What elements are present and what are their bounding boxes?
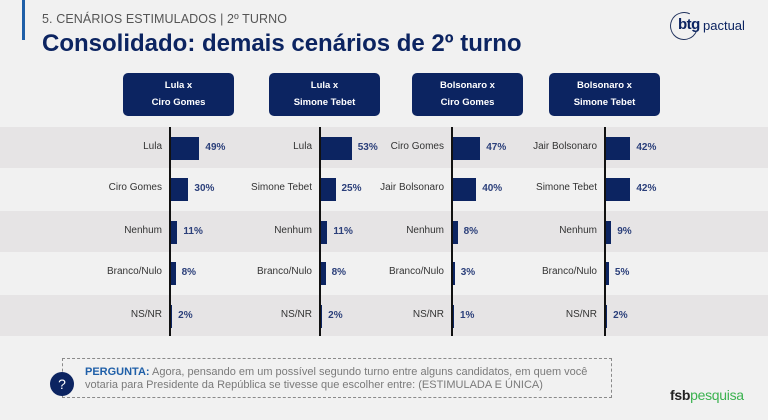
value-label: 2% bbox=[328, 309, 343, 321]
bar bbox=[321, 177, 336, 201]
value-label: 11% bbox=[333, 225, 353, 237]
category-label: Jair Bolsonaro bbox=[380, 181, 444, 193]
category-label: Branco/Nulo bbox=[388, 265, 444, 277]
scenario-header-line2: Simone Tebet bbox=[573, 97, 636, 108]
bar bbox=[321, 261, 326, 285]
row-band bbox=[0, 127, 768, 168]
category-label: Branco/Nulo bbox=[106, 265, 162, 277]
scenario-header-4: Bolsonaro x Simone Tebet bbox=[549, 73, 660, 116]
value-label: 47% bbox=[486, 141, 507, 153]
fsb-logo-light: pesquisa bbox=[690, 387, 744, 403]
bar bbox=[171, 220, 178, 244]
row-band bbox=[0, 168, 768, 209]
chart-axis-line bbox=[169, 127, 171, 336]
bar bbox=[606, 261, 609, 285]
bar bbox=[606, 220, 612, 244]
bar bbox=[606, 177, 631, 201]
category-label: Nenhum bbox=[274, 224, 312, 236]
scenario-header-line2: Ciro Gomes bbox=[151, 97, 206, 108]
value-label: 1% bbox=[460, 309, 475, 321]
bar bbox=[171, 304, 173, 328]
pactual-logo-text: pactual bbox=[703, 18, 745, 33]
category-label: Lula bbox=[143, 140, 162, 152]
value-label: 2% bbox=[178, 309, 193, 321]
bar bbox=[453, 304, 454, 328]
value-label: 30% bbox=[194, 182, 215, 194]
scenario-header-line2: Simone Tebet bbox=[293, 97, 356, 108]
value-label: 53% bbox=[357, 141, 378, 153]
accent-bar bbox=[22, 0, 25, 40]
value-label: 42% bbox=[636, 182, 657, 194]
bar bbox=[453, 136, 481, 160]
row-band bbox=[0, 295, 768, 336]
question-label: PERGUNTA: bbox=[85, 366, 150, 378]
category-label: Nenhum bbox=[559, 224, 597, 236]
category-label: Nenhum bbox=[406, 224, 444, 236]
category-label: Simone Tebet bbox=[251, 181, 312, 193]
bar bbox=[171, 261, 176, 285]
value-label: 9% bbox=[617, 225, 632, 237]
category-label: NS/NR bbox=[412, 308, 444, 320]
bar bbox=[606, 136, 631, 160]
scenario-header-1: Lula x Ciro Gomes bbox=[123, 73, 234, 116]
chart-axis-line bbox=[451, 127, 453, 336]
bar bbox=[171, 136, 200, 160]
category-label: Lula bbox=[293, 140, 312, 152]
bar bbox=[321, 220, 328, 244]
category-label: Jair Bolsonaro bbox=[533, 140, 597, 152]
value-label: 3% bbox=[460, 266, 476, 278]
category-label: Branco/Nulo bbox=[256, 265, 312, 277]
bar bbox=[321, 304, 323, 328]
category-label: Nenhum bbox=[124, 224, 162, 236]
category-label: Branco/Nulo bbox=[541, 265, 597, 277]
scenario-header-line1: Lula x bbox=[310, 80, 339, 91]
scenario-header-line2: Ciro Gomes bbox=[440, 97, 495, 108]
scenario-header-line1: Lula x bbox=[164, 80, 193, 91]
value-label: 8% bbox=[181, 266, 197, 278]
btg-logo-text: btg bbox=[678, 16, 700, 33]
category-label: NS/NR bbox=[130, 308, 162, 320]
value-label: 5% bbox=[614, 266, 630, 278]
value-label: 40% bbox=[482, 182, 503, 194]
value-label: 49% bbox=[205, 141, 226, 153]
scenario-header-line1: Bolsonaro x bbox=[440, 80, 495, 91]
question-mark-icon: ? bbox=[50, 372, 74, 396]
question-body: Agora, pensando em um possível segundo t… bbox=[85, 366, 588, 391]
bar bbox=[453, 220, 458, 244]
fsb-logo-bold: fsb bbox=[670, 387, 691, 403]
page-title: Consolidado: demais cenários de 2º turno bbox=[42, 30, 522, 57]
value-label: 25% bbox=[341, 182, 362, 194]
value-label: 11% bbox=[183, 225, 203, 237]
fsb-pesquisa-logo: fsbpesquisa bbox=[670, 387, 744, 403]
value-label: 42% bbox=[636, 141, 657, 153]
row-band bbox=[0, 211, 768, 252]
scenario-header-3: Bolsonaro x Ciro Gomes bbox=[412, 73, 523, 116]
section-subtitle: 5. CENÁRIOS ESTIMULADOS | 2º TURNO bbox=[42, 12, 288, 26]
scenario-header-line1: Bolsonaro x bbox=[577, 80, 632, 91]
scenario-header-2: Lula x Simone Tebet bbox=[269, 73, 380, 116]
btg-pactual-logo: btg pactual bbox=[666, 8, 760, 44]
bar bbox=[453, 261, 455, 285]
bar bbox=[171, 177, 189, 201]
chart-axis-line bbox=[604, 127, 606, 336]
bar bbox=[321, 136, 352, 160]
value-label: 2% bbox=[613, 309, 628, 321]
question-text: PERGUNTA: Agora, pensando em um possível… bbox=[85, 366, 605, 392]
chart-axis-line bbox=[319, 127, 321, 336]
value-label: 8% bbox=[463, 225, 479, 237]
category-label: NS/NR bbox=[280, 308, 312, 320]
category-label: NS/NR bbox=[565, 308, 597, 320]
value-label: 8% bbox=[331, 266, 347, 278]
bar bbox=[606, 304, 608, 328]
category-label: Ciro Gomes bbox=[108, 181, 162, 193]
category-label: Simone Tebet bbox=[536, 181, 597, 193]
category-label: Ciro Gomes bbox=[390, 140, 444, 152]
row-band bbox=[0, 252, 768, 293]
bar bbox=[453, 177, 477, 201]
